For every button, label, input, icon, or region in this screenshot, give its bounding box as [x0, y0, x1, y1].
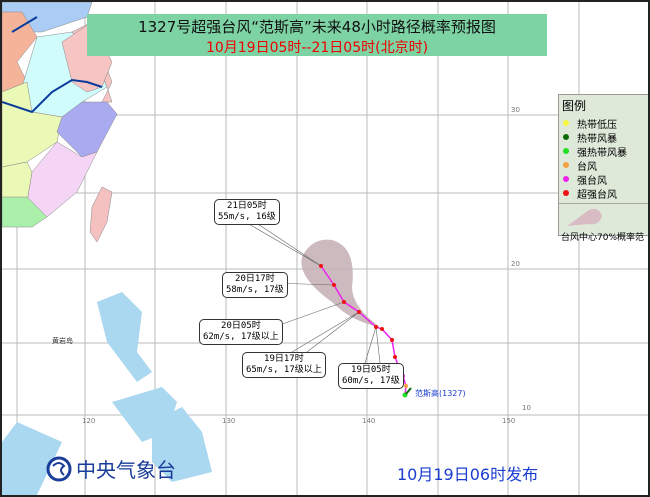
map-title: 1327号超强台风“范斯高”未来48小时路径概率预报图 — [138, 18, 496, 36]
forecast-label: 19日05时 60m/s, 17级 — [338, 363, 404, 389]
lon-label: 140 — [362, 417, 376, 425]
china-provinces — [2, 2, 118, 243]
track-point — [319, 264, 323, 268]
track-point — [332, 283, 336, 287]
legend-item: 热带低压 — [559, 116, 648, 131]
legend-label: 强热带风暴 — [577, 147, 627, 159]
legend-label: 强台风 — [577, 175, 607, 187]
forecast-time: 20日17时 — [235, 274, 275, 284]
dot-icon — [563, 162, 569, 168]
philippines — [2, 292, 212, 495]
lat-label: 10 — [522, 404, 531, 412]
forecast-wind: 58m/s, 17级 — [226, 285, 284, 295]
legend-label: 热带低压 — [577, 119, 617, 131]
typhoon-name-label: 范斯高(1327) — [415, 389, 466, 398]
legend-label: 台风 — [577, 161, 597, 173]
forecast-label: 20日05时 62m/s, 17级以上 — [199, 319, 283, 345]
cone-label: 台风中心70%概率范 — [561, 233, 645, 243]
track-point — [342, 300, 346, 304]
probability-cone — [301, 239, 380, 327]
track-point — [380, 327, 384, 331]
legend-label: 热带风暴 — [577, 133, 617, 145]
track-point — [404, 384, 408, 388]
title-banner: 1327号超强台风“范斯高”未来48小时路径概率预报图 10月19日05时--2… — [87, 14, 547, 56]
legend-item: 热带风暴 — [559, 130, 648, 145]
lat-label: 20 — [511, 260, 520, 268]
legend-item: 超强台风 — [559, 186, 648, 201]
agency-name: 中央气象台 — [76, 458, 176, 482]
issue-time: 10月19日06时发布 — [397, 465, 539, 484]
forecast-label: 19日17时 65m/s, 17级以上 — [242, 352, 326, 378]
forecast-time: 19日05时 — [351, 365, 391, 375]
track-point — [390, 338, 394, 342]
lat-label: 30 — [511, 106, 520, 114]
legend: 图例 热带低压 热带风暴 强热带风暴 台风 强台风 超强台风 台风中心70%概率… — [558, 94, 648, 243]
place-label: 黄岩岛 — [52, 337, 73, 345]
forecast-wind: 65m/s, 17级以上 — [246, 365, 322, 375]
forecast-time: 19日17时 — [264, 354, 304, 364]
dot-icon — [563, 190, 569, 196]
lon-label: 150 — [502, 417, 516, 425]
track-point — [357, 310, 361, 314]
map-subtitle: 10月19日05时--21日05时(北京时) — [205, 40, 429, 56]
agency-logo: 中央气象台 — [46, 454, 176, 483]
forecast-label: 21日05时 55m/s, 16级 — [214, 199, 280, 225]
forecast-wind: 60m/s, 17级 — [342, 376, 400, 386]
track-point — [393, 355, 397, 359]
dot-icon — [563, 120, 569, 126]
cone-swatch — [559, 203, 648, 230]
legend-label: 超强台风 — [577, 189, 617, 201]
legend-heading: 图例 — [562, 99, 587, 113]
dot-icon — [563, 148, 569, 154]
dot-icon — [563, 176, 569, 182]
legend-item: 台风 — [559, 158, 648, 173]
track-point — [374, 325, 378, 329]
legend-item: 强台风 — [559, 172, 648, 187]
legend-item: 强热带风暴 — [559, 144, 648, 159]
lon-label: 130 — [222, 417, 236, 425]
dot-icon — [563, 134, 569, 140]
forecast-wind: 55m/s, 16级 — [218, 212, 276, 222]
forecast-time: 21日05时 — [227, 201, 267, 211]
lon-label: 120 — [82, 417, 96, 425]
forecast-label: 20日17时 58m/s, 17级 — [222, 272, 288, 298]
forecast-wind: 62m/s, 17级以上 — [203, 332, 279, 342]
forecast-time: 20日05时 — [221, 321, 261, 331]
cma-logo-icon — [46, 456, 72, 481]
